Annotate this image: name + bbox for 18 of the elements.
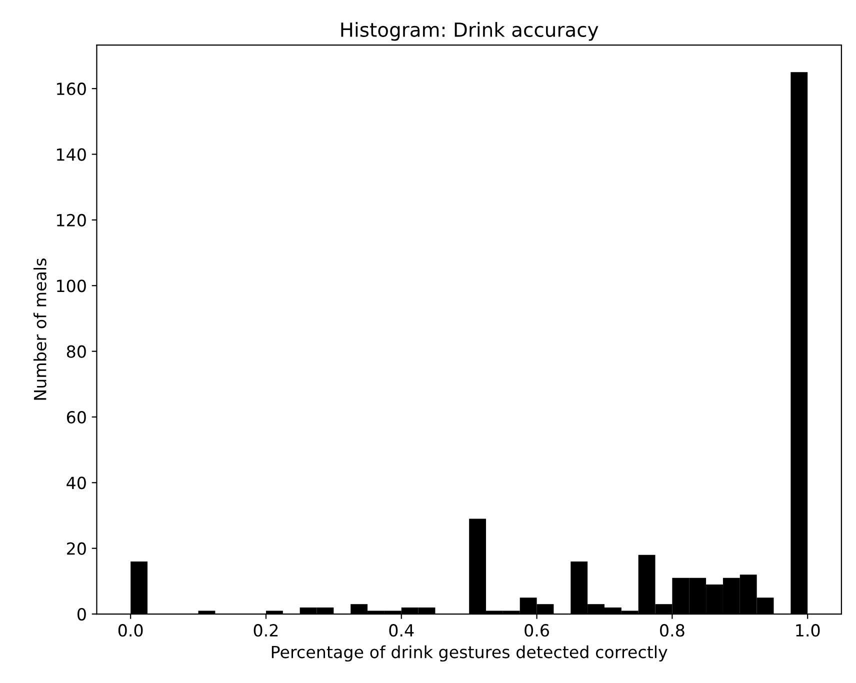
y-tick-label: 120	[57, 214, 86, 227]
x-tick-label: 0.8	[660, 624, 684, 637]
x-axis-title: Percentage of drink gestures detected correctly	[272, 645, 668, 662]
y-axis-title: Number of meals	[34, 258, 46, 400]
y-tick-label: 160	[57, 82, 86, 96]
y-tick-label: 40	[66, 476, 86, 490]
y-tick-label: 20	[67, 542, 86, 555]
y-tick-label: 60	[66, 410, 86, 424]
x-tick-label: 0.4	[389, 624, 414, 637]
x-tick-label: 1.0	[796, 624, 820, 637]
x-tick-label: 0.2	[254, 624, 278, 637]
y-tick-label: 140	[57, 148, 86, 161]
chart-title: Histogram: Drink accuracy	[341, 22, 598, 41]
x-tick-label: 0.0	[118, 624, 143, 637]
x-tick-label: 0.6	[524, 624, 549, 637]
y-tick-label: 100	[57, 280, 86, 292]
y-tick-label: 80	[66, 345, 86, 358]
y-tick-label: 0	[78, 608, 86, 621]
